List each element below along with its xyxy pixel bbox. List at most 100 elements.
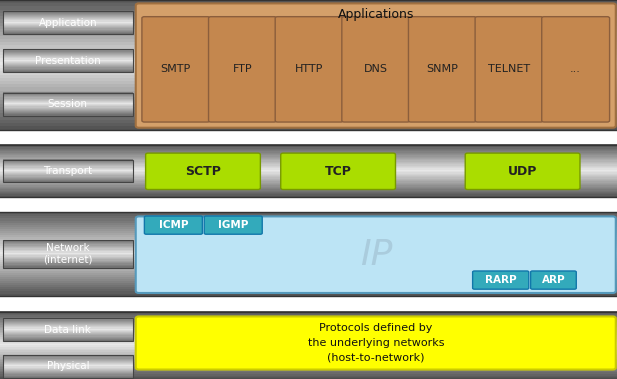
FancyBboxPatch shape xyxy=(136,216,616,293)
Bar xyxy=(3,324,133,325)
Bar xyxy=(3,28,133,30)
Bar xyxy=(3,166,133,168)
Bar xyxy=(0,293,617,296)
Text: Protocols defined by
the underlying networks
(host-to-network): Protocols defined by the underlying netw… xyxy=(307,323,444,363)
Bar xyxy=(3,357,133,359)
Bar xyxy=(0,241,617,244)
Bar xyxy=(0,353,617,356)
FancyBboxPatch shape xyxy=(209,17,276,122)
Bar xyxy=(3,110,133,111)
Text: Presentation: Presentation xyxy=(35,56,101,66)
Bar xyxy=(3,61,133,63)
Bar xyxy=(0,272,617,275)
Bar xyxy=(0,182,617,184)
Bar xyxy=(0,152,617,154)
Bar xyxy=(3,63,133,64)
FancyBboxPatch shape xyxy=(342,17,410,122)
Bar xyxy=(3,245,133,247)
Bar xyxy=(0,247,617,250)
Bar xyxy=(0,285,617,287)
Bar xyxy=(3,94,133,95)
Bar xyxy=(0,256,617,258)
Bar xyxy=(0,94,617,97)
Bar xyxy=(0,325,617,327)
Text: IP: IP xyxy=(360,238,392,272)
Bar xyxy=(3,175,133,177)
Bar xyxy=(3,18,133,19)
Bar xyxy=(3,49,133,50)
Bar xyxy=(0,315,617,316)
Bar xyxy=(0,179,617,180)
Bar xyxy=(3,366,133,368)
Bar xyxy=(0,239,617,241)
Text: ARP: ARP xyxy=(542,275,565,285)
Bar xyxy=(0,155,617,157)
Bar xyxy=(0,119,617,123)
Bar xyxy=(3,57,133,58)
Bar xyxy=(3,340,133,341)
Bar xyxy=(3,55,133,56)
Text: SMTP: SMTP xyxy=(160,64,191,74)
Bar xyxy=(0,375,617,377)
Bar xyxy=(3,58,133,60)
Bar xyxy=(0,68,617,71)
Bar xyxy=(3,244,133,246)
Bar xyxy=(0,77,617,81)
Bar xyxy=(3,174,133,175)
Bar xyxy=(3,328,133,330)
Text: Physical: Physical xyxy=(46,362,89,371)
Bar xyxy=(0,174,617,176)
Bar xyxy=(3,67,133,69)
Bar xyxy=(0,363,617,365)
Bar xyxy=(0,331,617,334)
Bar xyxy=(0,330,617,332)
Bar xyxy=(3,359,133,361)
Bar xyxy=(0,153,617,155)
Bar xyxy=(3,241,133,243)
Bar xyxy=(3,66,133,67)
FancyBboxPatch shape xyxy=(465,153,580,190)
Bar xyxy=(0,291,617,293)
Bar xyxy=(3,370,133,371)
FancyBboxPatch shape xyxy=(136,3,616,128)
Bar xyxy=(3,358,133,360)
Bar xyxy=(3,105,133,106)
Text: Transport: Transport xyxy=(43,166,93,176)
Bar xyxy=(0,106,617,110)
Bar xyxy=(0,270,617,273)
Bar xyxy=(3,362,133,363)
Bar xyxy=(0,319,617,322)
Bar xyxy=(3,179,133,180)
Bar xyxy=(0,214,617,216)
Bar xyxy=(3,337,133,339)
Bar xyxy=(0,377,617,379)
Bar xyxy=(3,255,133,257)
Bar xyxy=(0,283,617,285)
Bar xyxy=(0,254,617,256)
Bar xyxy=(0,338,617,340)
Bar xyxy=(0,321,617,323)
Bar xyxy=(3,49,133,72)
Bar xyxy=(0,22,617,26)
Bar xyxy=(0,262,617,265)
Bar xyxy=(3,319,133,321)
Bar xyxy=(3,93,133,116)
Bar xyxy=(3,114,133,116)
Bar xyxy=(3,259,133,261)
Bar xyxy=(3,97,133,99)
Bar xyxy=(0,311,617,313)
Bar xyxy=(0,55,617,58)
Bar xyxy=(0,191,617,193)
Bar xyxy=(0,289,617,291)
Bar xyxy=(0,64,617,68)
Bar xyxy=(3,20,133,22)
Bar xyxy=(0,148,617,150)
Text: SCTP: SCTP xyxy=(185,165,221,178)
Bar xyxy=(3,23,133,25)
Bar xyxy=(0,100,617,104)
Bar xyxy=(0,335,617,337)
Bar xyxy=(3,104,133,105)
Bar xyxy=(3,14,133,16)
Bar xyxy=(0,280,617,283)
Bar xyxy=(3,30,133,32)
